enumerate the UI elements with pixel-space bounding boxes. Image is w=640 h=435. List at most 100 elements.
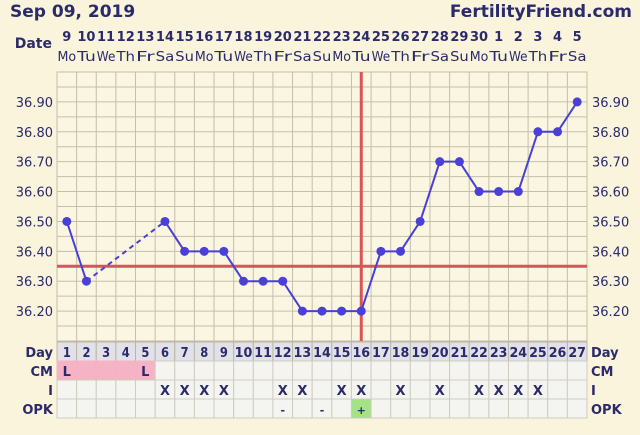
day-number: 10 xyxy=(235,346,253,361)
intercourse-mark: X xyxy=(356,384,366,399)
temp-line-segment xyxy=(458,161,480,193)
temp-point-day-19 xyxy=(415,216,425,226)
intercourse-mark: X xyxy=(278,384,288,399)
cm-cell xyxy=(350,360,372,381)
opk-cell xyxy=(154,398,176,419)
weekday-label: Tu xyxy=(76,50,96,65)
y-tick-label-right: 36.70 xyxy=(592,156,629,171)
date-label: 21 xyxy=(293,30,311,45)
weekday-label: Th xyxy=(115,50,135,65)
intercourse-mark: X xyxy=(180,384,190,399)
cm-cell xyxy=(115,360,137,381)
day-number: 8 xyxy=(200,346,208,361)
chart-date-title: Sep 09, 2019 xyxy=(10,2,136,22)
day-number: 9 xyxy=(220,346,228,361)
date-label: 22 xyxy=(313,30,331,45)
weekday-label: Th xyxy=(527,50,547,65)
opk-cell xyxy=(193,398,215,419)
temp-point-day-10 xyxy=(238,276,248,286)
date-label: 18 xyxy=(234,30,252,45)
intercourse-mark: X xyxy=(533,384,543,399)
intercourse-cell xyxy=(311,379,333,400)
temp-line-segment xyxy=(65,221,88,282)
weekday-label: Sa xyxy=(156,50,175,65)
y-tick-label-right: 36.80 xyxy=(592,126,629,141)
opk-cell xyxy=(409,398,431,419)
opk-negative: - xyxy=(320,404,325,417)
date-label: 9 xyxy=(62,30,71,45)
temp-point-day-21 xyxy=(454,157,464,167)
day-number: 18 xyxy=(392,346,410,361)
temp-point-day-2 xyxy=(81,276,91,286)
y-tick-label-left: 36.20 xyxy=(16,305,53,320)
weekday-label: Sa xyxy=(430,50,449,65)
temp-point-day-12 xyxy=(278,276,288,286)
opk-cell xyxy=(292,398,313,419)
day-number: 22 xyxy=(470,346,488,361)
cm-cell xyxy=(488,360,509,381)
date-label: 12 xyxy=(117,30,135,45)
day-number: 23 xyxy=(490,346,508,361)
weekday-label: Tu xyxy=(351,50,371,65)
cm-value: L xyxy=(63,365,71,380)
date-label: 4 xyxy=(553,30,562,45)
day-number: 6 xyxy=(161,346,169,361)
temp-point-day-22 xyxy=(474,187,484,197)
y-tick-label-left: 36.50 xyxy=(16,215,53,230)
temp-point-day-26 xyxy=(553,127,563,137)
cm-cell xyxy=(233,360,254,381)
intercourse-cell xyxy=(76,379,97,400)
day-number: 5 xyxy=(141,346,149,361)
opk-row-label-left: OPK xyxy=(22,403,54,418)
cm-row-label-left: CM xyxy=(31,365,53,380)
temp-point-day-9 xyxy=(219,246,229,256)
intercourse-mark: X xyxy=(160,384,170,399)
temp-line-segment xyxy=(360,251,382,312)
day-number: 21 xyxy=(451,346,469,361)
cm-cell xyxy=(272,360,294,381)
opk-cell xyxy=(468,398,490,419)
intercourse-mark: X xyxy=(513,384,523,399)
intercourse-cell xyxy=(135,379,156,400)
date-row-label: Date xyxy=(15,36,52,52)
day-number: 4 xyxy=(122,346,130,361)
day-number: 1 xyxy=(63,346,71,361)
day-number: 25 xyxy=(529,346,547,361)
cm-cell xyxy=(193,360,215,381)
intercourse-mark: X xyxy=(199,384,209,399)
intercourse-cell xyxy=(252,379,274,400)
weekday-label: Su xyxy=(175,50,194,65)
temp-point-day-17 xyxy=(376,246,386,256)
temp-point-day-1 xyxy=(62,216,72,226)
weekday-label: We xyxy=(509,50,528,65)
y-tick-label-right: 36.40 xyxy=(592,245,629,260)
cm-cell xyxy=(95,360,117,381)
weekday-label: Tu xyxy=(488,50,508,65)
opk-positive: + xyxy=(357,404,366,417)
cm-cell xyxy=(213,360,235,381)
opk-cell xyxy=(547,398,568,419)
intercourse-cell xyxy=(449,379,470,400)
y-tick-label-left: 36.80 xyxy=(16,126,53,141)
opk-row-label-right: OPK xyxy=(591,403,623,418)
intercourse-mark: X xyxy=(435,384,445,399)
date-label: 19 xyxy=(254,30,272,45)
date-label: 24 xyxy=(352,30,370,45)
date-label: 15 xyxy=(176,30,194,45)
opk-cell xyxy=(56,398,78,419)
day-number: 20 xyxy=(431,346,449,361)
temp-line-gap-segment xyxy=(85,220,166,283)
brand-logo-text: FertilityFriend.com xyxy=(449,2,632,22)
y-tick-label-left: 36.30 xyxy=(16,275,53,290)
cm-cell xyxy=(547,360,568,381)
weekday-label: Mo xyxy=(58,50,77,65)
temp-line-segment xyxy=(517,131,539,192)
temp-point-day-18 xyxy=(396,246,406,256)
opk-cell xyxy=(76,398,97,419)
intercourse-cell xyxy=(409,379,431,400)
weekday-label: Sa xyxy=(293,50,312,65)
cm-cell xyxy=(331,360,352,381)
weekday-label: Sa xyxy=(568,50,587,65)
weekday-label: We xyxy=(234,50,253,65)
intercourse-cell xyxy=(370,379,392,400)
